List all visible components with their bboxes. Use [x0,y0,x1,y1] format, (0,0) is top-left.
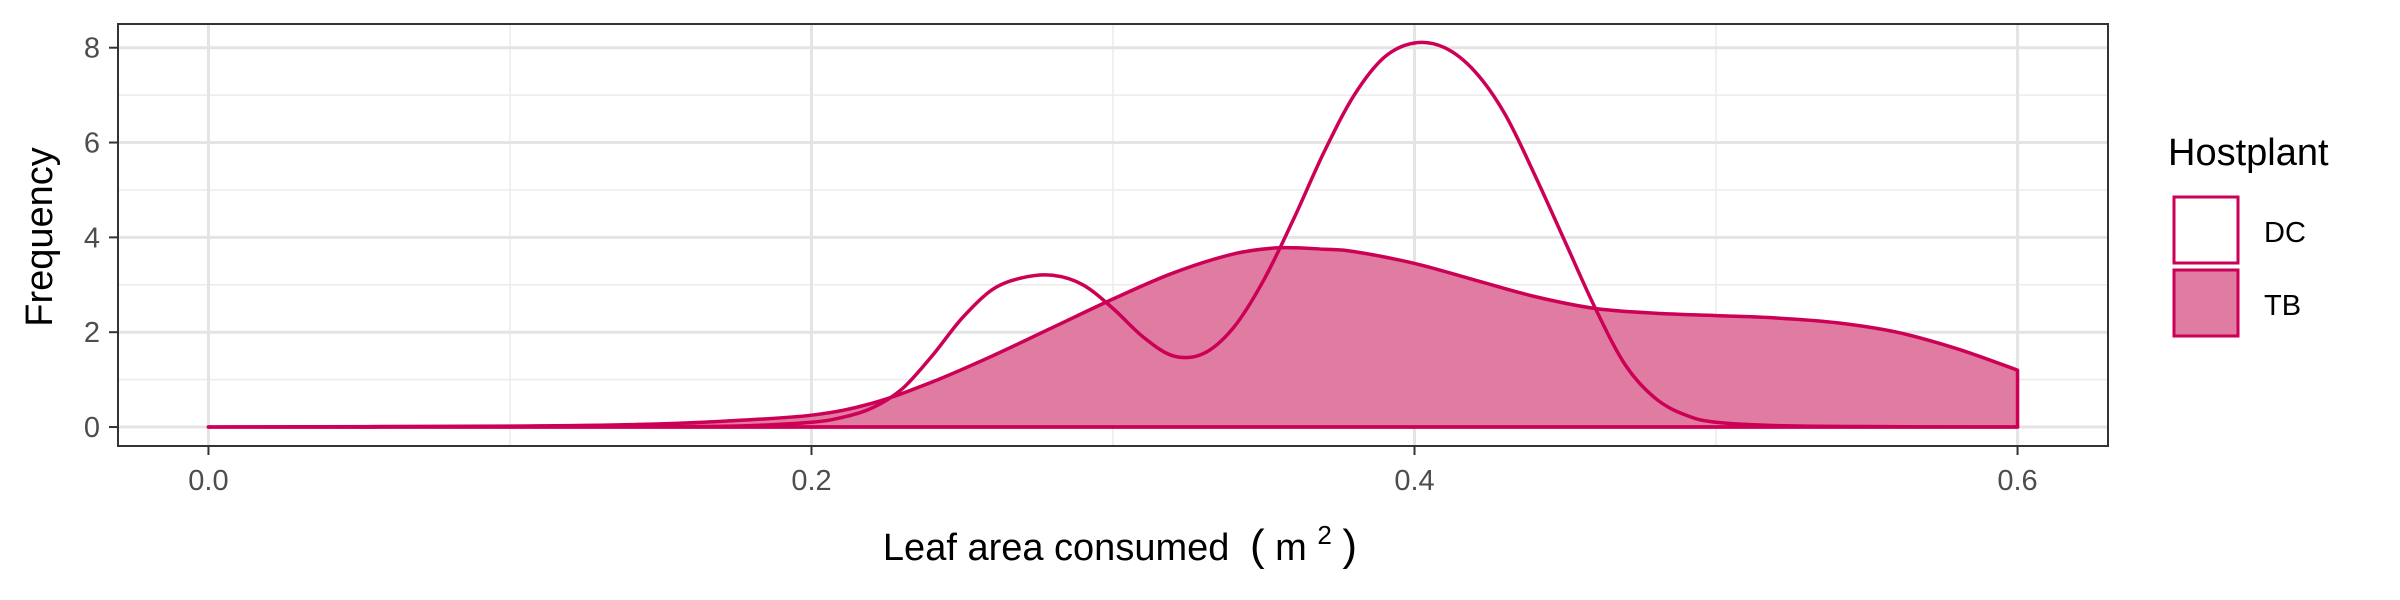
legend-label-tb: TB [2264,290,2301,322]
x-tick-label: 0.0 [188,465,228,497]
x-axis: 0.0 0.2 0.4 0.6 [188,446,2038,497]
x-axis-title-paren-open: ( [1250,521,1265,570]
x-tick-label: 0.4 [1394,465,1434,497]
legend-key-dc [2172,195,2240,265]
x-tick-label: 0.6 [1997,465,2037,497]
y-axis-title: Frequency [19,147,61,327]
x-axis-title-paren-close: ) [1342,521,1357,570]
y-tick-label: 6 [84,128,100,160]
series-dc-line [206,40,2020,429]
y-axis: 0 2 4 6 8 [84,33,118,444]
legend-label-dc: DC [2264,217,2306,249]
x-axis-title-unit: m [1275,527,1307,569]
legend-key-tb [2172,268,2240,338]
y-tick-label: 8 [84,33,100,65]
series-tb-area [206,245,2020,429]
x-tick-label: 0.2 [791,465,831,497]
x-axis-title-text: Leaf area consumed [883,527,1229,569]
x-axis-title-unit-sup: 2 [1317,520,1331,550]
legend-title: Hostplant [2168,132,2329,174]
series-layer [206,40,2020,429]
y-tick-label: 4 [84,222,100,254]
x-axis-title: Leaf area consumed ( m 2 ) [883,511,1357,570]
y-tick-label: 2 [84,317,100,349]
plot-border [117,23,2109,447]
y-tick-label: 0 [84,412,100,444]
legend: Hostplant DC TB [2168,132,2329,338]
